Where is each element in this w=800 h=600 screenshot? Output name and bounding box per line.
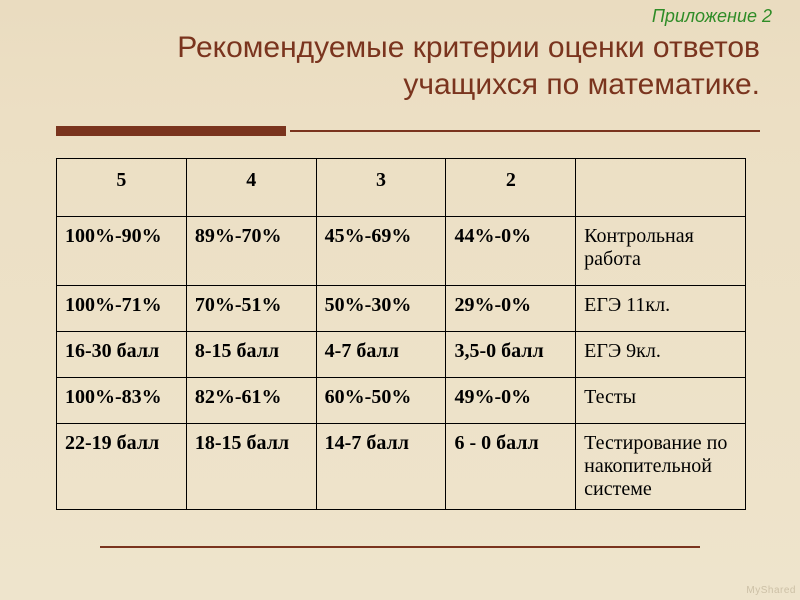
cell-label: Тесты bbox=[576, 378, 746, 424]
cell-label: ЕГЭ 9кл. bbox=[576, 332, 746, 378]
slide-title: Рекомендуемые критерии оценки ответов уч… bbox=[56, 30, 760, 103]
cell: 16-30 балл bbox=[57, 332, 187, 378]
bottom-rule bbox=[100, 546, 700, 548]
header-cell: 2 bbox=[446, 159, 576, 217]
cell: 6 - 0 балл bbox=[446, 424, 576, 510]
header-cell: 4 bbox=[186, 159, 316, 217]
table-row: 22-19 балл 18-15 балл 14-7 балл 6 - 0 ба… bbox=[57, 424, 746, 510]
cell: 49%-0% bbox=[446, 378, 576, 424]
cell: 70%-51% bbox=[186, 286, 316, 332]
table-row: 100%-90% 89%-70% 45%-69% 44%-0% Контроль… bbox=[57, 217, 746, 286]
cell: 44%-0% bbox=[446, 217, 576, 286]
header-cell: 5 bbox=[57, 159, 187, 217]
title-rule-thick bbox=[56, 126, 286, 136]
cell: 100%-90% bbox=[57, 217, 187, 286]
cell: 60%-50% bbox=[316, 378, 446, 424]
title-rule-thin bbox=[290, 130, 760, 132]
table-row: 100%-71% 70%-51% 50%-30% 29%-0% ЕГЭ 11кл… bbox=[57, 286, 746, 332]
cell: 3,5-0 балл bbox=[446, 332, 576, 378]
cell: 8-15 балл bbox=[186, 332, 316, 378]
cell-label: Контрольная работа bbox=[576, 217, 746, 286]
cell: 89%-70% bbox=[186, 217, 316, 286]
slide: Приложение 2 Рекомендуемые критерии оцен… bbox=[0, 0, 800, 600]
header-cell: 3 bbox=[316, 159, 446, 217]
cell: 100%-83% bbox=[57, 378, 187, 424]
cell: 45%-69% bbox=[316, 217, 446, 286]
cell: 50%-30% bbox=[316, 286, 446, 332]
cell: 100%-71% bbox=[57, 286, 187, 332]
cell: 82%-61% bbox=[186, 378, 316, 424]
cell: 29%-0% bbox=[446, 286, 576, 332]
cell-label: Тестирование по накопительной системе bbox=[576, 424, 746, 510]
table-row: 100%-83% 82%-61% 60%-50% 49%-0% Тесты bbox=[57, 378, 746, 424]
cell: 4-7 балл bbox=[316, 332, 446, 378]
cell-label: ЕГЭ 11кл. bbox=[576, 286, 746, 332]
cell: 22-19 балл bbox=[57, 424, 187, 510]
grading-table: 5 4 3 2 100%-90% 89%-70% 45%-69% 44%-0% … bbox=[56, 158, 746, 510]
watermark: MyShared bbox=[746, 585, 796, 596]
appendix-label: Приложение 2 bbox=[652, 6, 772, 27]
table-header-row: 5 4 3 2 bbox=[57, 159, 746, 217]
cell: 18-15 балл bbox=[186, 424, 316, 510]
table-row: 16-30 балл 8-15 балл 4-7 балл 3,5-0 балл… bbox=[57, 332, 746, 378]
header-cell bbox=[576, 159, 746, 217]
cell: 14-7 балл bbox=[316, 424, 446, 510]
